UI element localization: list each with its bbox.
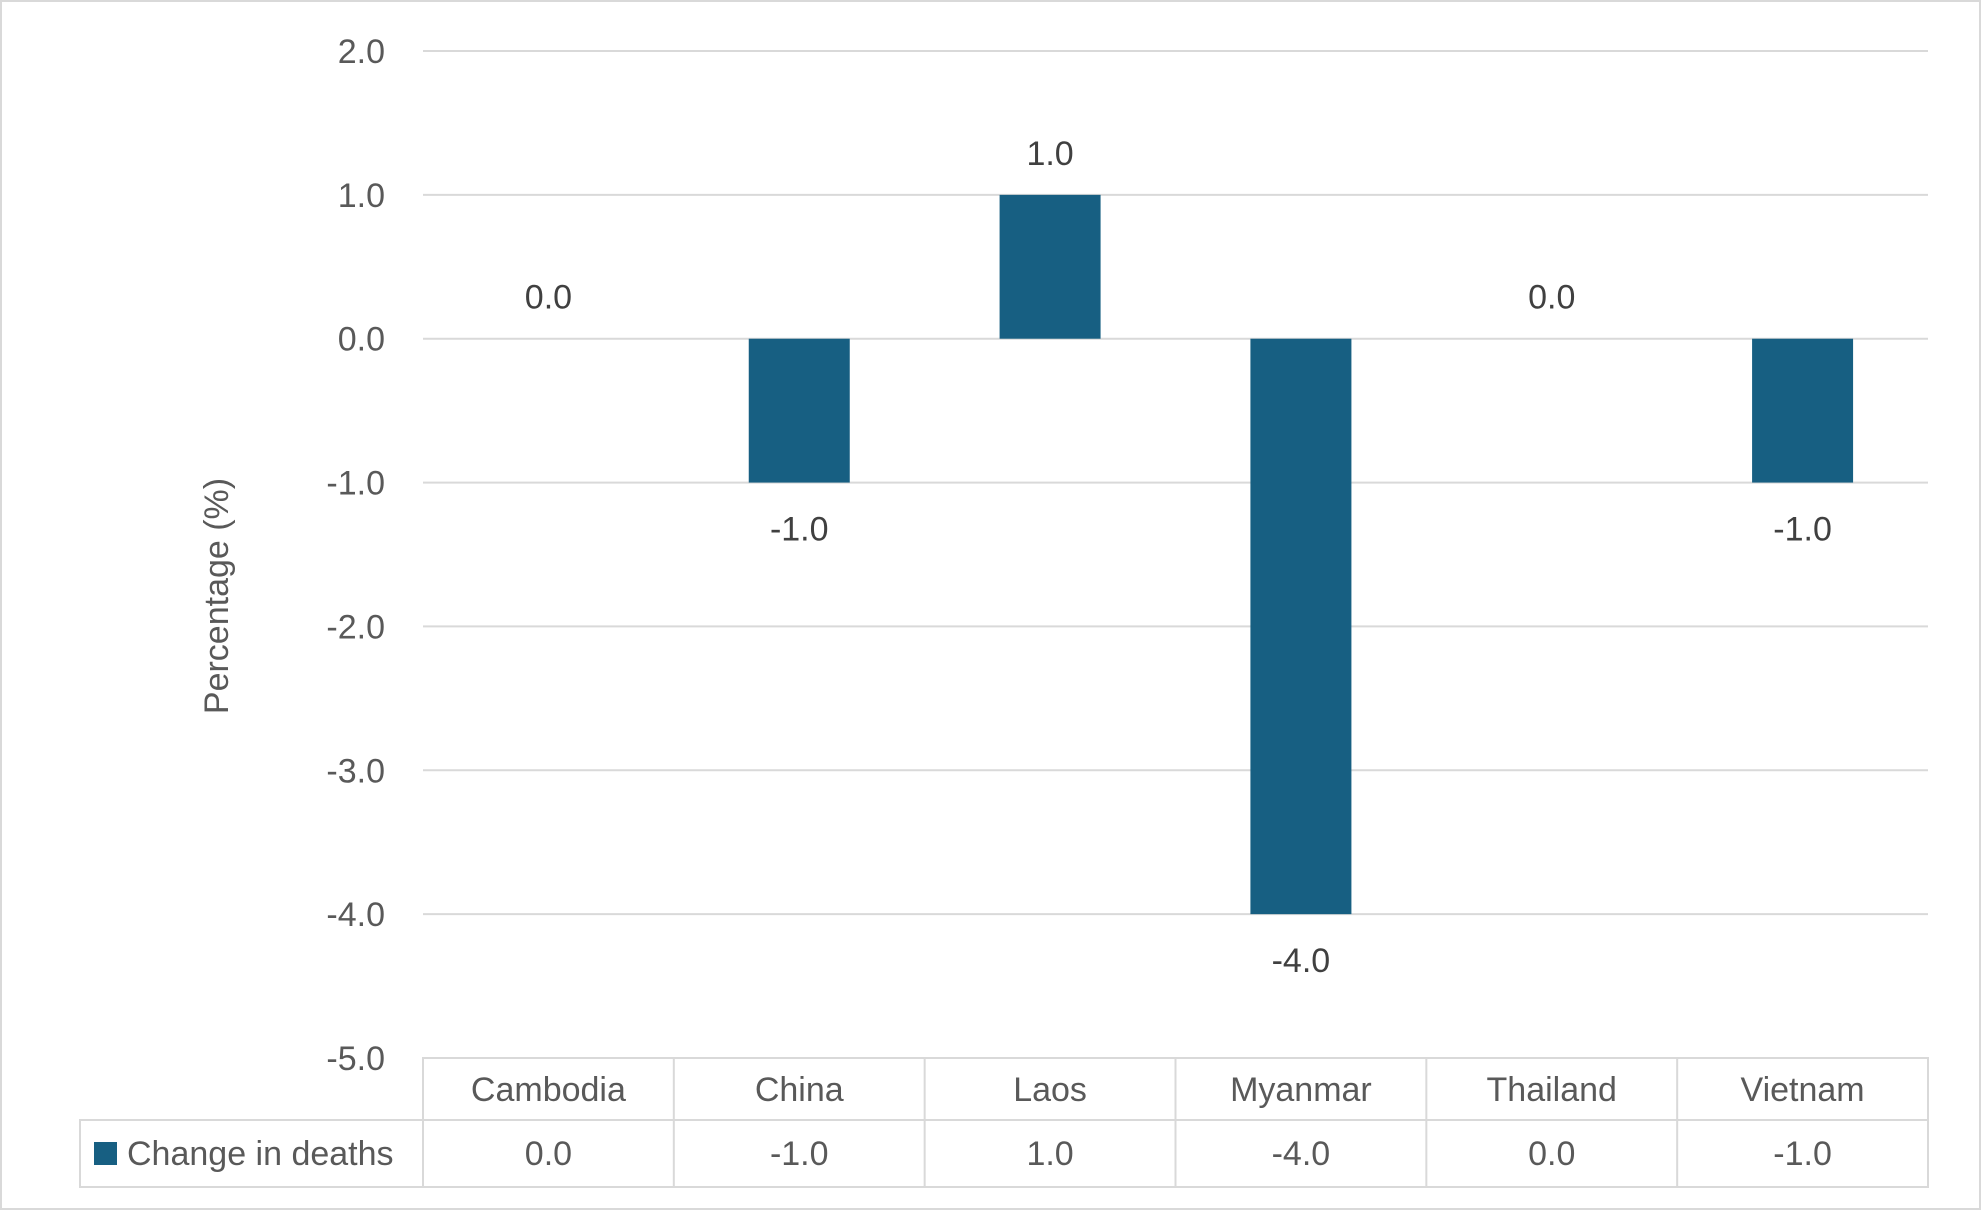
x-category-label: Thailand xyxy=(1487,1071,1617,1109)
x-category-label: Cambodia xyxy=(471,1071,626,1109)
y-axis-title: Percentage (%) xyxy=(198,478,236,714)
bar-laos xyxy=(999,194,1101,339)
x-category-label: Myanmar xyxy=(1230,1071,1372,1109)
y-tick-label: 0.0 xyxy=(338,321,385,359)
data-label: -1.0 xyxy=(1773,511,1832,549)
x-category-label: Vietnam xyxy=(1741,1071,1865,1109)
table-value: 0.0 xyxy=(1528,1135,1575,1173)
data-label: -4.0 xyxy=(1272,942,1331,980)
table-value: 1.0 xyxy=(1026,1135,1073,1173)
data-label: 1.0 xyxy=(1026,135,1073,173)
data-label: 0.0 xyxy=(525,279,572,317)
y-tick-label: 2.0 xyxy=(338,33,385,71)
table-data-row xyxy=(79,1119,1929,1188)
legend-swatch-icon xyxy=(94,1142,117,1165)
data-label: -1.0 xyxy=(770,511,829,549)
data-label: 0.0 xyxy=(1528,279,1575,317)
y-tick-label: -2.0 xyxy=(326,608,385,646)
x-category-label: China xyxy=(755,1071,844,1109)
table-value: -4.0 xyxy=(1272,1135,1331,1173)
y-tick-label: -1.0 xyxy=(326,465,385,503)
bar-myanmar xyxy=(1250,338,1352,915)
bar-china xyxy=(748,338,850,483)
y-tick-label: 1.0 xyxy=(338,177,385,215)
y-tick-label: -5.0 xyxy=(326,1040,385,1078)
table-value: 0.0 xyxy=(525,1135,572,1173)
x-category-label: Laos xyxy=(1013,1071,1087,1109)
y-tick-label: -4.0 xyxy=(326,896,385,934)
table-value: -1.0 xyxy=(770,1135,829,1173)
table-value: -1.0 xyxy=(1773,1135,1832,1173)
bar-vietnam xyxy=(1752,338,1854,483)
legend-series-label: Change in deaths xyxy=(127,1135,394,1173)
y-tick-label: -3.0 xyxy=(326,752,385,790)
